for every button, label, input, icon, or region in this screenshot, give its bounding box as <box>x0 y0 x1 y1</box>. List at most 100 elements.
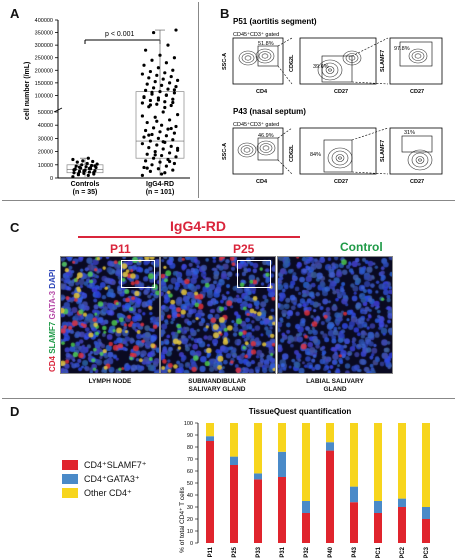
data-point <box>158 130 162 134</box>
data-point <box>163 71 167 75</box>
flow-row1-plot2-x: CD27 <box>334 89 348 95</box>
panel-d-legend: CD4⁺SLAMF7⁺ CD4⁺GATA3⁺ Other CD4⁺ <box>62 458 147 500</box>
data-point <box>144 88 148 92</box>
data-point <box>152 126 156 130</box>
flow-row2-plot2-pct: 84% <box>310 152 321 158</box>
bar-segment <box>206 436 214 441</box>
data-point <box>147 76 151 80</box>
bar-segment <box>398 507 406 543</box>
x-tick-label: P32 <box>304 546 310 557</box>
data-point <box>160 83 164 87</box>
group-label-igg4: IgG4-RD <box>146 181 174 188</box>
data-point <box>169 103 173 108</box>
divider-ab <box>198 2 199 198</box>
stain-legend: CD4 SLAMF7 GATA-3 DAPI <box>48 269 57 372</box>
bar-segment <box>278 423 286 452</box>
data-point <box>77 165 82 169</box>
data-point <box>142 63 146 67</box>
a-ytick-label: 350000 <box>35 31 53 37</box>
panel-a-letter: A <box>10 6 20 21</box>
micrograph-control <box>277 256 393 374</box>
data-point <box>158 90 162 94</box>
data-point <box>172 88 176 92</box>
data-point <box>76 172 80 176</box>
flow-row2-plot3-pct: 31% <box>404 130 415 136</box>
data-point <box>145 120 149 125</box>
data-point <box>164 61 168 65</box>
data-point <box>72 171 76 175</box>
data-point <box>172 131 176 135</box>
bar-segment <box>374 513 382 543</box>
data-point <box>144 159 148 163</box>
panel-c-group-title: IgG4-RD <box>170 218 226 234</box>
data-point <box>176 78 180 82</box>
flow-row2-gate: CD45⁺CD3⁺ gated <box>233 121 279 128</box>
data-point <box>161 147 165 151</box>
data-point <box>142 165 146 170</box>
data-point <box>158 160 162 164</box>
panel-d-ylabel: % of total CD4⁺ T cells <box>179 486 186 552</box>
data-point <box>172 56 176 60</box>
data-point <box>142 95 146 100</box>
a-ytick-label: 40000 <box>38 123 53 129</box>
legend-swatch-gata3 <box>62 474 78 484</box>
data-point <box>71 157 75 162</box>
a-ytick-label: 20000 <box>38 150 53 156</box>
flow-row2-plot3-y: SLAMF7 <box>380 140 386 162</box>
data-point <box>140 72 144 76</box>
data-point <box>156 66 160 70</box>
data-point <box>166 87 170 91</box>
data-point <box>145 166 149 170</box>
data-point <box>148 98 152 103</box>
panel-a-chart: cell number (/mL) 0 10000 20000 30000 40000 5… <box>24 18 190 196</box>
data-point <box>174 28 178 32</box>
panel-b-flow: P51 (aortitis segment) CD45⁺CD3⁺ gated S… <box>222 17 443 185</box>
data-point <box>172 161 176 166</box>
flow-row1-plot3-y: SLAMF7 <box>380 50 386 72</box>
data-point <box>142 135 146 139</box>
d-ytick-label: 50 <box>187 481 193 487</box>
data-point <box>85 161 89 166</box>
data-point <box>93 164 97 168</box>
bar-segment <box>230 456 238 465</box>
data-point <box>153 153 157 157</box>
panel-d-title: TissueQuest quantification <box>249 407 352 416</box>
data-point <box>168 151 172 155</box>
data-point <box>150 163 154 167</box>
data-point <box>171 168 175 172</box>
data-point <box>155 119 159 123</box>
flow-row1-plot1-y: SSC-A <box>222 53 228 70</box>
data-point <box>80 163 84 167</box>
panel-a-dots <box>71 28 180 179</box>
bar-segment <box>350 486 358 503</box>
panel-a-boxes <box>66 29 185 177</box>
bar-segment <box>374 423 382 501</box>
data-point <box>156 136 160 140</box>
data-point <box>86 156 90 160</box>
panel-b-letter: B <box>220 6 230 21</box>
d-ytick-label: 70 <box>187 457 193 463</box>
d-ytick-label: 20 <box>187 517 193 523</box>
data-point <box>148 139 152 143</box>
bar-segment <box>254 473 262 480</box>
legend-item-slamf7: CD4⁺SLAMF7⁺ <box>62 458 147 472</box>
bar-segment <box>422 423 430 507</box>
a-ytick-label: 200000 <box>35 68 53 74</box>
data-point <box>174 124 178 129</box>
data-point <box>161 77 165 81</box>
d-ytick-label: 90 <box>187 433 193 439</box>
x-tick-label: PC3 <box>424 546 430 558</box>
data-point <box>153 80 157 84</box>
data-point <box>148 169 152 173</box>
data-point <box>150 132 154 137</box>
data-point <box>176 113 180 117</box>
x-tick-label: P33 <box>256 546 262 557</box>
x-tick-label: * P31 <box>280 546 286 558</box>
bar-segment <box>374 501 382 513</box>
inset-p11 <box>121 260 155 288</box>
x-tick-label: PC2 <box>400 546 406 558</box>
flow-row1-title: P51 (aortitis segment) <box>233 17 317 26</box>
bar-segment <box>398 498 406 507</box>
data-point <box>150 58 154 62</box>
data-point <box>82 171 86 175</box>
